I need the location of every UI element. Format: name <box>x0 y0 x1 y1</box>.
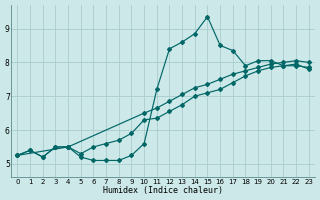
X-axis label: Humidex (Indice chaleur): Humidex (Indice chaleur) <box>103 186 223 195</box>
